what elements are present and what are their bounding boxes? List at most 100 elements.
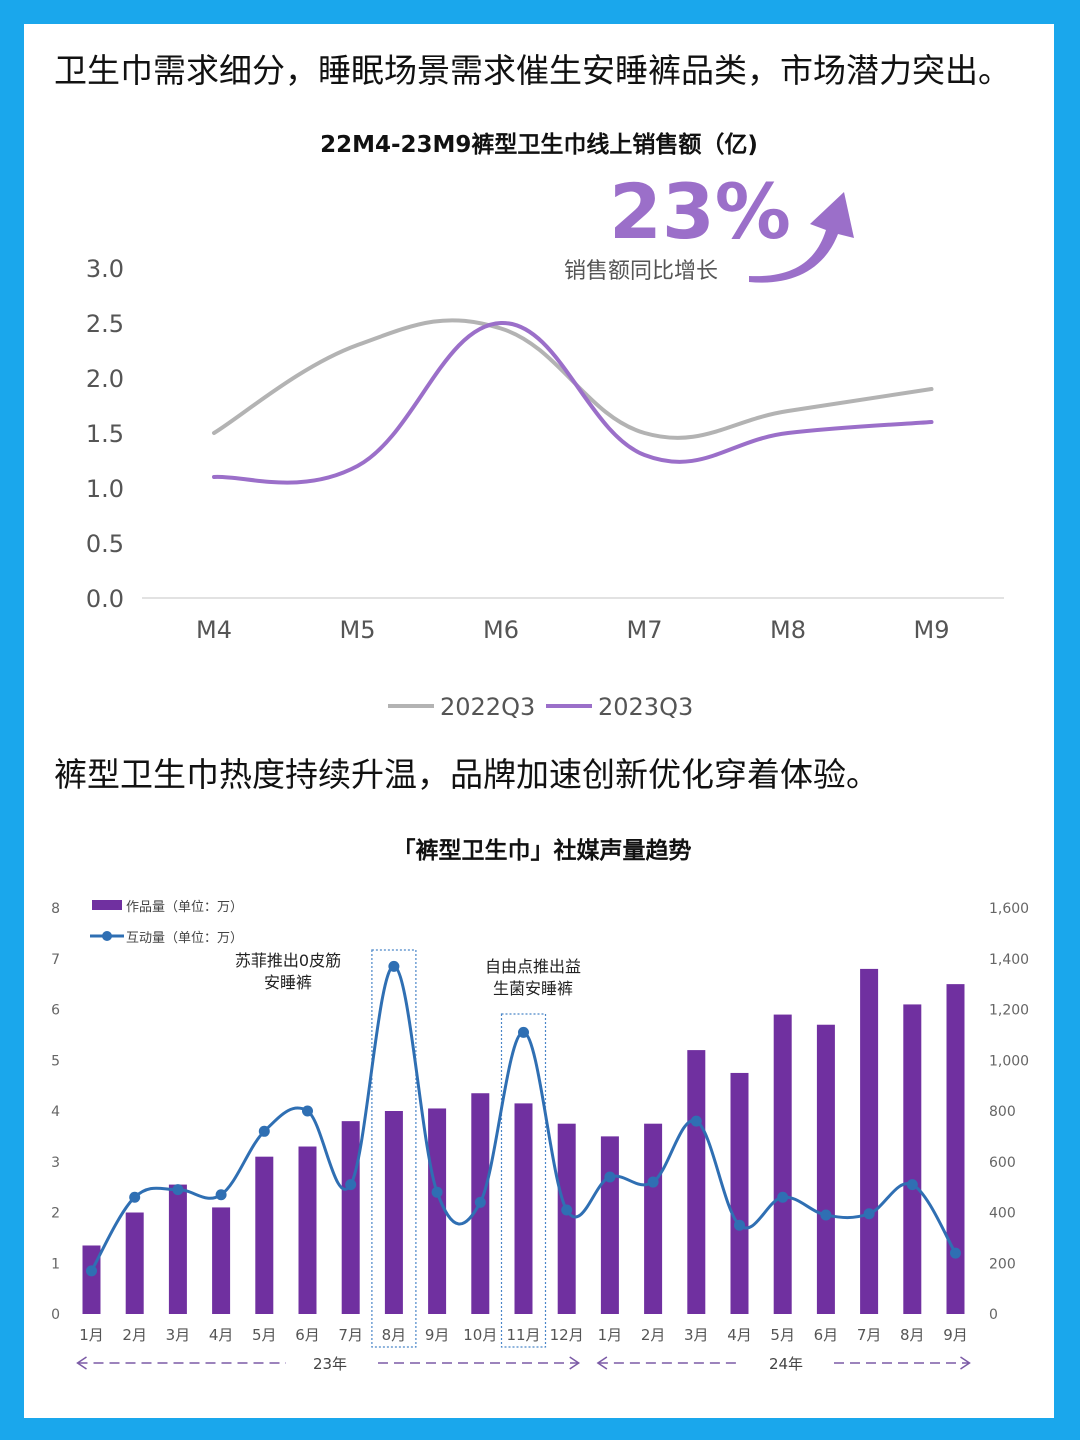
content-card: 卫生巾需求细分，睡眠场景需求催生安睡裤品类，市场潜力突出。 裤型卫生巾热度持续升… <box>24 24 1054 1418</box>
left-y-tick-label: 2 <box>51 1206 60 1222</box>
x-tick-label: 9月 <box>943 1326 968 1344</box>
x-tick-label: 7月 <box>857 1326 882 1344</box>
annotation-text: 生菌安睡裤 <box>493 979 573 998</box>
bar-works-volume <box>384 1111 403 1314</box>
right-y-tick-label: 800 <box>989 1104 1016 1120</box>
year-label: 23年 <box>313 1355 347 1373</box>
x-tick-label: 1月 <box>79 1326 104 1344</box>
interaction-point <box>388 960 400 972</box>
growth-percent: 23% <box>609 167 791 256</box>
bar-works-volume <box>341 1121 360 1314</box>
bar-works-volume <box>255 1156 274 1314</box>
left-y-tick-label: 4 <box>51 1104 60 1120</box>
series-line-2023Q3 <box>212 320 934 485</box>
legend-label: 2022Q3 <box>440 693 535 721</box>
bar-works-volume <box>730 1072 749 1314</box>
interaction-point <box>172 1184 184 1196</box>
x-tick-label: M6 <box>483 616 519 644</box>
left-y-tick-label: 8 <box>51 901 60 917</box>
left-y-tick-label: 1 <box>51 1256 60 1272</box>
interaction-point <box>258 1125 270 1137</box>
right-y-tick-label: 600 <box>989 1155 1016 1171</box>
annotation-text: 安睡裤 <box>264 973 312 992</box>
left-y-tick-label: 7 <box>51 952 60 968</box>
x-tick-label: 8月 <box>382 1326 407 1344</box>
x-tick-label: 5月 <box>770 1326 795 1344</box>
x-tick-label: 12月 <box>550 1326 584 1344</box>
y-tick-label: 1.5 <box>86 420 124 448</box>
x-tick-label: 9月 <box>425 1326 450 1344</box>
y-tick-label: 0.5 <box>86 530 124 558</box>
legend-label: 2023Q3 <box>598 693 693 721</box>
legend-swatch-bar <box>92 900 122 910</box>
social-chart-title: 「裤型卫生巾」社媒声量趋势 <box>393 837 692 864</box>
x-tick-label: M5 <box>340 616 376 644</box>
bar-works-volume <box>298 1146 317 1314</box>
right-y-tick-label: 1,000 <box>989 1053 1029 1069</box>
interaction-point <box>129 1191 141 1203</box>
y-tick-label: 2.5 <box>86 310 124 338</box>
interaction-point <box>734 1219 745 1231</box>
legend-label: 互动量（单位：万） <box>126 931 243 946</box>
x-tick-label: 1月 <box>598 1326 623 1344</box>
interaction-point <box>345 1179 357 1191</box>
bar-works-volume <box>125 1212 144 1314</box>
y-tick-label: 3.0 <box>86 255 124 283</box>
bar-works-volume <box>600 1136 619 1314</box>
bar-works-volume <box>687 1050 706 1314</box>
interaction-point <box>474 1196 486 1208</box>
interaction-point <box>302 1105 313 1117</box>
x-tick-label: M8 <box>770 616 806 644</box>
bar-works-volume <box>773 1014 792 1314</box>
interaction-point <box>518 1026 529 1038</box>
legend-label: 作品量（单位：万） <box>126 900 243 915</box>
bar-works-volume <box>212 1207 231 1314</box>
x-tick-label: 4月 <box>727 1326 752 1344</box>
interaction-point <box>431 1186 443 1198</box>
interaction-point <box>690 1115 702 1127</box>
right-y-tick-label: 1,200 <box>989 1003 1029 1019</box>
x-tick-label: 2月 <box>122 1326 147 1344</box>
legend-swatch-marker <box>102 931 112 941</box>
sales-line-chart: 22M4-23M9裤型卫生巾线上销售额（亿) 0.0 0.5 1.0 1.5 2.0 2.5… <box>86 131 1004 721</box>
y-tick-label: 1.0 <box>86 475 124 503</box>
right-y-tick-label: 1,400 <box>989 952 1029 968</box>
bar-works-volume <box>557 1123 576 1314</box>
left-y-tick-label: 5 <box>51 1053 60 1069</box>
right-y-tick-label: 400 <box>989 1206 1016 1222</box>
x-tick-label: 2月 <box>641 1326 666 1344</box>
x-tick-label: M9 <box>914 616 950 644</box>
x-tick-label: 6月 <box>295 1326 320 1344</box>
interaction-point <box>820 1209 832 1221</box>
left-y-tick-label: 6 <box>51 1003 60 1019</box>
section-heading-sales: 卫生巾需求细分，睡眠场景需求催生安睡裤品类，市场潜力突出。 <box>54 51 1011 90</box>
bar-works-volume <box>946 984 965 1314</box>
interaction-point <box>215 1189 227 1201</box>
x-tick-label: 3月 <box>684 1326 709 1344</box>
social-volume-chart: 「裤型卫生巾」社媒声量趋势 0 1 2 3 4 5 6 7 8 0 200 400 600 800 1,000… <box>51 837 1029 1373</box>
growth-label: 销售额同比增长 <box>564 259 718 284</box>
bar-works-volume <box>428 1108 447 1314</box>
annotation-text: 自由点推出益 <box>485 957 581 976</box>
interaction-point <box>863 1208 875 1220</box>
bar-works-volume <box>860 968 879 1314</box>
x-tick-label: 10月 <box>463 1326 497 1344</box>
right-y-tick-label: 200 <box>989 1256 1016 1272</box>
y-tick-label: 0.0 <box>86 585 124 613</box>
x-tick-label: 3月 <box>166 1326 191 1344</box>
interaction-point <box>950 1247 961 1259</box>
sales-chart-title: 22M4-23M9裤型卫生巾线上销售额（亿) <box>320 131 758 158</box>
interaction-point <box>906 1179 918 1191</box>
bar-works-volume <box>903 1004 922 1314</box>
year-label: 24年 <box>769 1355 803 1373</box>
left-y-tick-label: 3 <box>51 1155 60 1171</box>
right-arrow-icon <box>960 1356 971 1370</box>
bar-works-volume <box>816 1024 835 1314</box>
x-tick-label: 5月 <box>252 1326 277 1344</box>
right-y-tick-label: 1,600 <box>989 901 1029 917</box>
y-tick-label: 2.0 <box>86 365 124 393</box>
interaction-point <box>647 1176 659 1188</box>
bar-works-volume <box>168 1184 187 1314</box>
left-y-tick-label: 0 <box>51 1307 60 1323</box>
highlight-box <box>371 949 417 1348</box>
